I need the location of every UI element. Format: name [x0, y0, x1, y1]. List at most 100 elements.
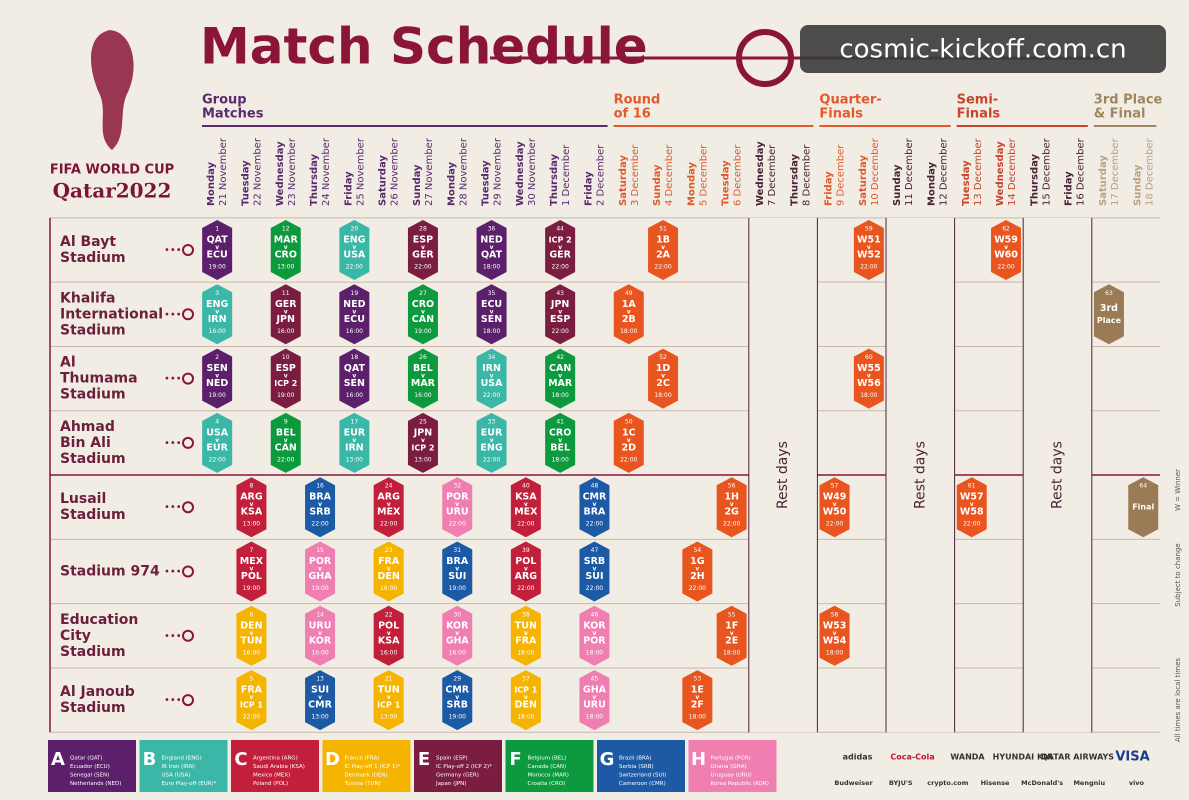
match-badge [545, 412, 576, 473]
versus: v [421, 373, 425, 380]
team: GHA [308, 571, 332, 582]
kickoff-time: 18:00 [552, 456, 569, 463]
versus: v [490, 437, 494, 444]
date: 1 December [561, 144, 572, 206]
group-team: Portugal (POR) [711, 756, 751, 762]
match-number: 53 [694, 676, 702, 683]
versus: v [524, 630, 528, 637]
group-box [322, 740, 411, 792]
group-team: France (FRA) [345, 756, 380, 762]
match-badge [682, 541, 713, 602]
match-number: 52 [659, 354, 667, 361]
match-badge [648, 348, 679, 409]
kickoff-time: 22:00 [963, 521, 980, 528]
group-team: Qatar (QAT) [70, 756, 103, 762]
weekday: Sunday [412, 164, 423, 206]
date: 9 December [836, 144, 847, 206]
team: IRN [208, 314, 227, 325]
group-team: Korea Republic (KOR) [711, 781, 769, 787]
date: 8 December [801, 144, 812, 206]
team: CRO [412, 299, 434, 310]
match-badge [648, 220, 679, 280]
kickoff-time: 22:00 [346, 264, 363, 271]
match-badge [305, 541, 336, 602]
ball-icon [182, 501, 194, 514]
kickoff-time: 18:00 [517, 649, 534, 656]
date: 18 December [1144, 137, 1155, 206]
team: BEL [413, 363, 433, 374]
match-number: 41 [556, 418, 564, 425]
team: GER [412, 250, 434, 261]
group-team: Ghana (GHA) [711, 764, 747, 770]
match-number: 37 [522, 676, 530, 683]
match-badge [476, 220, 507, 280]
match-number: 17 [351, 418, 359, 425]
ball-icon [182, 308, 194, 321]
kickoff-time: 18:00 [586, 714, 603, 721]
match-number: 45 [591, 676, 599, 683]
team: KOR [309, 635, 332, 646]
match-number: 56 [728, 483, 736, 490]
match-badge [442, 541, 473, 602]
kickoff-time: 22:00 [620, 456, 637, 463]
team: KSA [515, 492, 537, 503]
rest-days-label: Rest days [775, 441, 791, 509]
team: SUI [585, 571, 603, 582]
team: W59 [994, 235, 1018, 246]
logo-emblem [90, 30, 134, 150]
match-number: 25 [419, 418, 427, 425]
date: 4 December [664, 144, 675, 206]
team: ICP 2 [549, 236, 572, 245]
versus: v [215, 308, 219, 315]
stadium-name: Al Janoub [60, 684, 135, 700]
weekday: Sunday [652, 164, 663, 206]
match-badge [476, 284, 507, 345]
match-badge [716, 605, 747, 666]
match-number: 48 [591, 483, 599, 490]
versus: v [524, 694, 528, 701]
group-letter: B [143, 749, 157, 770]
team: MEX [377, 507, 401, 518]
versus: v [284, 437, 288, 444]
ball-icon [182, 436, 194, 449]
group-team: Serbia (SRB) [619, 764, 654, 770]
match-number: 46 [591, 611, 599, 618]
match-number: 42 [556, 354, 564, 361]
versus: v [592, 630, 596, 637]
match-badge [442, 477, 473, 538]
match-badge [579, 541, 610, 602]
date: 26 November [390, 137, 401, 206]
match-number: 54 [694, 547, 702, 554]
versus: v [421, 437, 425, 444]
team: W54 [823, 635, 847, 646]
team: SEN [481, 314, 502, 325]
match-number: 2 [215, 354, 219, 361]
match-number: 12 [282, 226, 290, 233]
versus: v [284, 308, 288, 315]
kickoff-time: 22:00 [860, 264, 877, 271]
versus: v [490, 308, 494, 315]
match-badge [579, 670, 610, 731]
kickoff-time: 22:00 [277, 456, 294, 463]
weekday: Tuesday [240, 160, 251, 206]
match-number: 8 [250, 483, 254, 490]
kickoff-time: 16:00 [311, 649, 328, 656]
match-number: 29 [453, 676, 461, 683]
kickoff-time: 22:00 [586, 585, 603, 592]
team: POL [378, 620, 399, 631]
team: SRB [309, 507, 330, 518]
match-number: 33 [488, 418, 496, 425]
kickoff-time: 19:00 [209, 392, 226, 399]
match-number: 23 [385, 547, 393, 554]
group-team: Croatia (CRO) [528, 781, 566, 787]
team: CRO [549, 427, 571, 438]
kickoff-time: 13:00 [414, 456, 431, 463]
group-team: Germany (GER) [436, 773, 479, 779]
date: 10 December [870, 137, 881, 206]
team: GHA [446, 635, 470, 646]
kickoff-time: 22:00 [586, 521, 603, 528]
stadium-name: Stadium [60, 700, 126, 716]
versus: v [833, 630, 837, 637]
sponsor: McDonald's [1021, 779, 1063, 787]
